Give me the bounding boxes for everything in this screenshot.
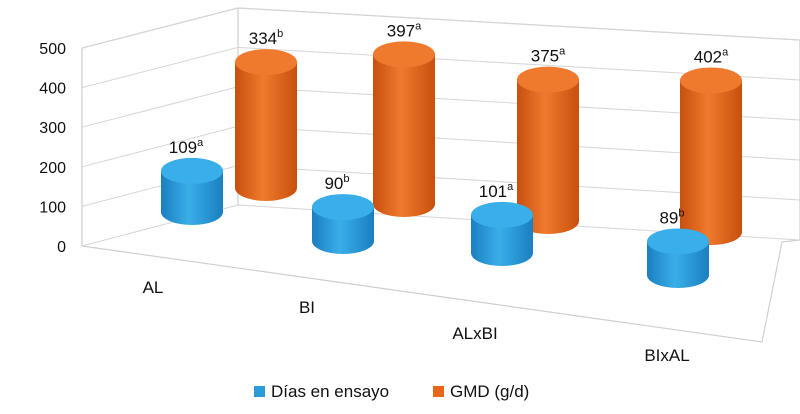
bar-gmd xyxy=(373,41,435,218)
data-label: 89b xyxy=(659,207,684,227)
data-label: 101a xyxy=(479,181,514,201)
legend-swatch xyxy=(254,386,265,397)
category-label: ALxBI xyxy=(452,324,497,343)
y-axis: 0 100 200 300 400 500 xyxy=(39,41,66,256)
bar-dias xyxy=(161,157,223,225)
bar-dias xyxy=(471,201,533,266)
bars: 334b 397a 375a 402a 109a 90b 101a 89b xyxy=(161,20,742,288)
data-label: 90b xyxy=(324,173,349,193)
legend: Días en ensayo GMD (g/d) xyxy=(254,382,529,401)
data-label: 397a xyxy=(387,20,422,40)
y-tick-label: 200 xyxy=(39,160,66,177)
bar-dias xyxy=(312,194,374,254)
bar-gmd xyxy=(517,66,579,234)
gridline xyxy=(81,46,800,89)
bar-gmd xyxy=(680,67,742,245)
data-label: 334b xyxy=(249,28,284,48)
y-tick-label: 500 xyxy=(39,41,66,58)
bar-dias xyxy=(647,228,709,288)
bar-gmd xyxy=(235,49,297,201)
data-label: 109a xyxy=(169,137,204,157)
category-label: BI xyxy=(299,298,315,317)
legend-label: GMD (g/d) xyxy=(450,382,529,401)
gridline xyxy=(81,204,800,247)
data-label: 375a xyxy=(531,46,566,66)
data-label: 402a xyxy=(694,46,729,66)
category-label: BIxAL xyxy=(644,346,689,365)
category-labels: AL BI ALxBI BIxAL xyxy=(143,278,690,365)
y-tick-label: 100 xyxy=(39,199,66,216)
gridline xyxy=(81,7,800,49)
floor-front-edge xyxy=(81,241,783,343)
y-tick-label: 0 xyxy=(57,239,66,256)
legend-swatch xyxy=(433,386,444,397)
y-tick-label: 300 xyxy=(39,120,66,137)
y-tick-label: 400 xyxy=(39,81,66,98)
category-label: AL xyxy=(143,278,164,297)
legend-label: Días en ensayo xyxy=(271,382,389,401)
